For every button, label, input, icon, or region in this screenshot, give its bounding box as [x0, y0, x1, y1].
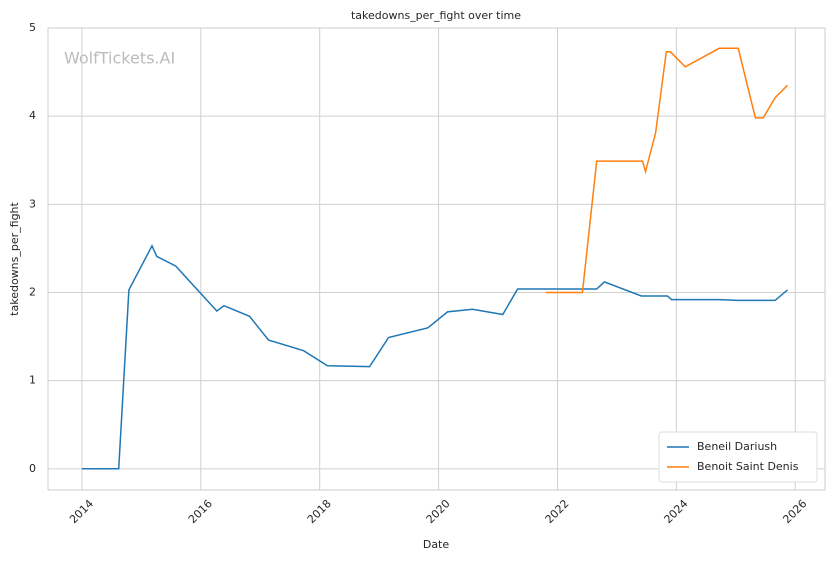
x-tick-label: 2014: [67, 497, 96, 526]
legend-label: Benoit Saint Denis: [697, 460, 799, 473]
x-axis-label: Date: [423, 538, 450, 551]
y-axis-label: takedowns_per_fight: [8, 201, 21, 315]
watermark: WolfTickets.AI: [64, 49, 175, 68]
y-tick-label: 1: [29, 374, 36, 387]
y-tick-label: 4: [29, 109, 36, 122]
plot-frame: [47, 27, 826, 491]
x-tick-label: 2022: [543, 497, 572, 526]
legend-box: [658, 431, 818, 483]
line-series: [545, 47, 789, 294]
y-tick-label: 5: [29, 21, 36, 34]
y-tick-label: 2: [29, 286, 36, 299]
line-series: [81, 244, 788, 470]
x-tick-label: 2016: [186, 497, 215, 526]
y-tick-label: 3: [29, 197, 36, 210]
x-tick-label: 2020: [424, 497, 453, 526]
y-tick-label: 0: [29, 462, 36, 475]
legend-label: Beneil Dariush: [697, 440, 777, 453]
x-tick-label: 2024: [662, 497, 691, 526]
x-tick-label: 2018: [305, 497, 334, 526]
x-tick-label: 2026: [780, 497, 809, 526]
chart-title: takedowns_per_fight over time: [351, 9, 521, 22]
